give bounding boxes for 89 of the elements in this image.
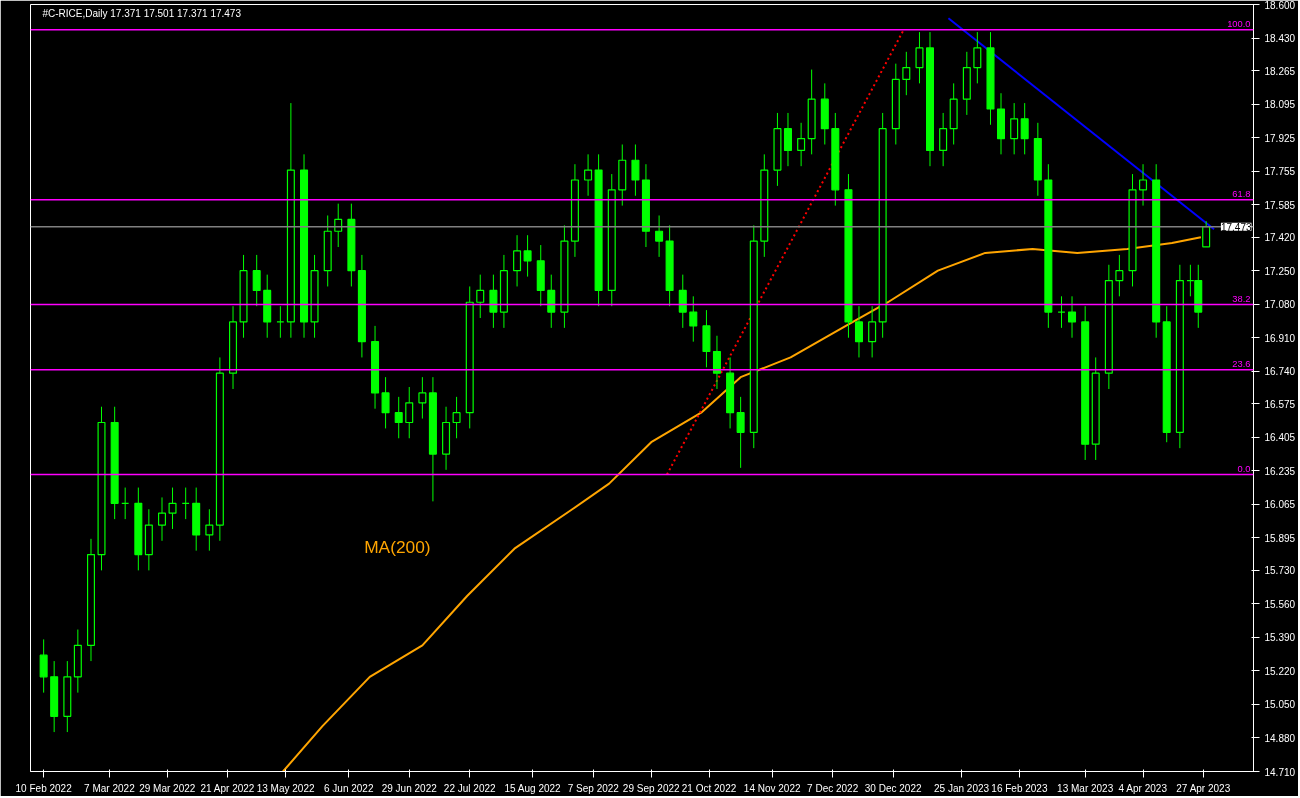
candlestick (252, 254, 261, 307)
y-tick-label: 14.710 (1264, 766, 1296, 778)
x-tick-label: 16 Feb 2023 (991, 782, 1048, 794)
x-tick-label: 4 Apr 2023 (1118, 782, 1168, 794)
x-tick-label: 25 Jan 2023 (934, 782, 990, 794)
candlestick (868, 305, 877, 358)
candlestick (1202, 220, 1211, 248)
y-tick-label: 18.600 (1264, 0, 1296, 11)
candlestick (452, 396, 461, 439)
candlestick (736, 396, 745, 469)
y-tick-label: 15.895 (1264, 532, 1296, 544)
x-tick-label: 29 Mar 2022 (139, 782, 196, 794)
candlestick (712, 335, 721, 390)
candlestick (547, 274, 556, 329)
annotation: 23.6 (1232, 358, 1251, 369)
x-tick-label: 29 Jun 2022 (381, 782, 438, 794)
y-tick-label: 15.220 (1264, 665, 1296, 677)
candlestick (1068, 295, 1077, 339)
y-tick-label: 17.925 (1264, 132, 1296, 144)
candlestick (1010, 102, 1019, 155)
y-tick-label: 17.250 (1264, 265, 1296, 277)
x-tick-label: 7 Dec 2022 (807, 782, 859, 794)
candlestick (1020, 102, 1029, 155)
annotation: 38.2 (1232, 293, 1251, 304)
candlestick (1115, 254, 1124, 297)
candlestick (902, 51, 911, 96)
candlestick (418, 376, 427, 420)
y-tick-label: 17.080 (1264, 299, 1296, 311)
candlestick (394, 396, 403, 439)
candlestick (513, 234, 522, 287)
x-tick-label: 22 Jul 2022 (443, 782, 497, 794)
x-tick-label: 29 Sep 2022 (622, 782, 680, 794)
y-tick-label: 15.390 (1264, 632, 1296, 644)
candlestick (381, 376, 390, 429)
candlestick (168, 487, 177, 530)
y-tick-label: 16.065 (1264, 499, 1296, 511)
candlestick (854, 305, 863, 358)
candlestick (915, 31, 924, 84)
y-tick-label: 16.405 (1264, 432, 1296, 444)
annotation: 61.8 (1232, 188, 1251, 199)
candlestick (476, 274, 485, 319)
candlestick (334, 203, 343, 248)
candlestick (584, 153, 593, 197)
y-tick-label: 17.585 (1264, 199, 1296, 211)
y-tick-label: 18.095 (1264, 99, 1296, 111)
x-tick-label: 10 Feb 2022 (15, 782, 73, 794)
candlestick (655, 214, 664, 258)
y-tick-label: 15.560 (1264, 598, 1296, 610)
y-tick-label: 15.050 (1264, 699, 1296, 711)
candlestick (405, 386, 414, 439)
annotation: 100.0 (1227, 18, 1251, 29)
x-tick-label: 7 Mar 2022 (84, 782, 136, 794)
candlestick (783, 112, 792, 167)
candlestick (39, 638, 48, 694)
y-tick-label: 14.880 (1264, 732, 1296, 744)
y-tick-label: 15.730 (1264, 565, 1296, 577)
y-tick-label: 17.755 (1264, 166, 1296, 178)
x-tick-label: 14 Nov 2022 (743, 782, 801, 794)
candlestick (689, 295, 698, 343)
annotation: 0.0 (1237, 463, 1251, 474)
candlestick (939, 112, 948, 167)
candlestick (157, 496, 167, 542)
y-tick-label: 16.740 (1264, 366, 1296, 378)
candlestick (973, 31, 982, 84)
x-tick-label: 30 Dec 2022 (864, 782, 922, 794)
y-tick-label: 17.420 (1264, 232, 1296, 244)
candlestick (489, 274, 498, 329)
x-tick-label: 27 Apr 2023 (1176, 782, 1231, 794)
x-tick-label: 6 Jun 2022 (324, 782, 374, 794)
x-tick-label: 21 Oct 2022 (681, 782, 737, 794)
chart-title: #C-RICE,Daily 17.371 17.501 17.371 17.473 (42, 7, 242, 19)
x-tick-label: 13 Mar 2023 (1057, 782, 1114, 794)
y-tick-label: 16.575 (1264, 398, 1296, 410)
x-tick-label: 21 Apr 2022 (200, 782, 255, 794)
candlestick (797, 122, 806, 167)
candlestick (1139, 163, 1148, 207)
y-tick-label: 16.910 (1264, 332, 1296, 344)
y-tick-label: 18.265 (1264, 65, 1296, 77)
x-tick-label: 15 Aug 2022 (504, 782, 562, 794)
annotation: MA(200) (364, 536, 431, 557)
y-tick-label: 18.430 (1264, 33, 1296, 45)
candlestick (678, 274, 687, 329)
candlestick (523, 234, 532, 278)
ref-line-label: 17.473 (1220, 221, 1252, 233)
candlestick (631, 143, 640, 197)
x-tick-label: 13 May 2022 (256, 782, 315, 794)
candlestick (205, 508, 214, 552)
y-tick-label: 16.235 (1264, 465, 1296, 477)
x-tick-label: 7 Sep 2022 (567, 782, 620, 794)
